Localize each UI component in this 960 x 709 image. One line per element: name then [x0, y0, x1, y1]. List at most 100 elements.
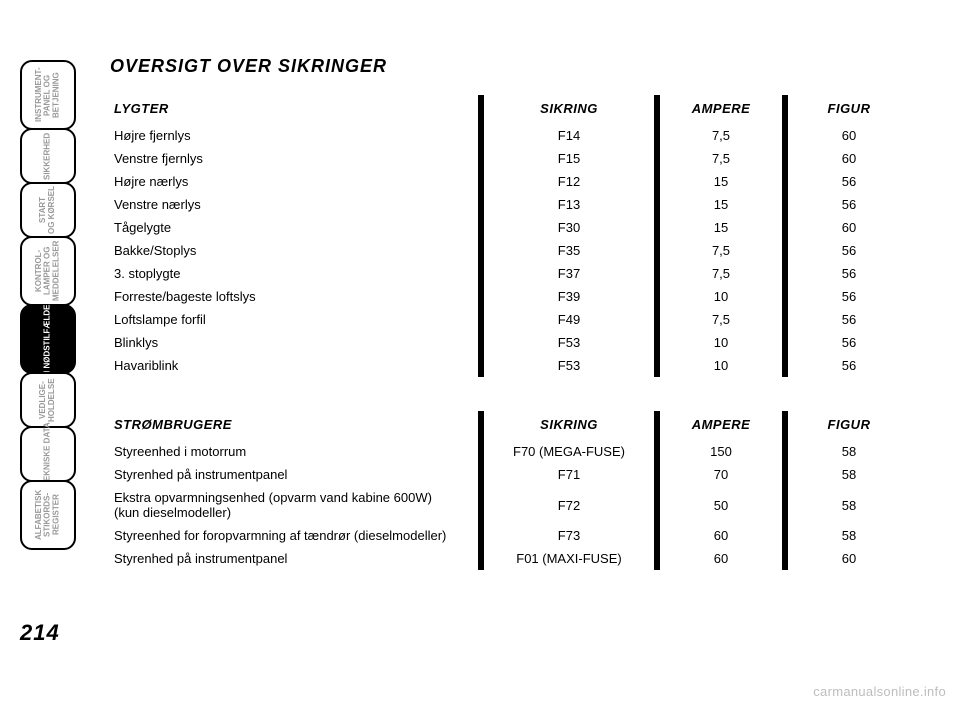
tab-label: SIKKERHED: [44, 132, 53, 179]
table-header-row: LYGTER SIKRING AMPERE FIGUR: [110, 95, 910, 124]
cell-label: Venstre fjernlys: [110, 147, 478, 170]
cell-label: Højre nærlys: [110, 170, 478, 193]
tab-instrumentpanel: INSTRUMENT- PANEL OG BETJENING: [20, 60, 76, 130]
cell-figure: 56: [782, 239, 910, 262]
table-row: Venstre nærlysF131556: [110, 193, 910, 216]
cell-label: Havariblink: [110, 354, 478, 377]
cell-label: Venstre nærlys: [110, 193, 478, 216]
tab-label: INSTRUMENT- PANEL OG BETJENING: [35, 68, 61, 123]
cell-ampere: 7,5: [654, 262, 782, 285]
cell-ampere: 10: [654, 285, 782, 308]
cell-ampere: 15: [654, 170, 782, 193]
fuse-table-consumers: STRØMBRUGERE SIKRING AMPERE FIGUR Styree…: [110, 411, 910, 570]
table-row: 3. stoplygteF377,556: [110, 262, 910, 285]
cell-label: Styrenhed på instrumentpanel: [110, 547, 478, 570]
table-row: Højre nærlysF121556: [110, 170, 910, 193]
cell-figure: 60: [782, 147, 910, 170]
cell-ampere: 7,5: [654, 124, 782, 147]
table-row: Ekstra opvarmningsenhed (opvarm vand kab…: [110, 486, 910, 524]
cell-fuse: F49: [478, 308, 654, 331]
cell-ampere: 10: [654, 354, 782, 377]
table-row: TågelygteF301560: [110, 216, 910, 239]
cell-label: Højre fjernlys: [110, 124, 478, 147]
cell-label: Bakke/Stoplys: [110, 239, 478, 262]
table-row: Styrenhed på instrumentpanelF01 (MAXI-FU…: [110, 547, 910, 570]
cell-label: Styreenhed i motorrum: [110, 440, 478, 463]
cell-fuse: F12: [478, 170, 654, 193]
cell-figure: 56: [782, 170, 910, 193]
cell-ampere: 7,5: [654, 308, 782, 331]
tab-label: ALFABETISK STIKORDS- REGISTER: [35, 490, 61, 540]
watermark-text: carmanualsonline.info: [813, 684, 946, 699]
col-header-fuse: SIKRING: [478, 411, 654, 440]
cell-fuse: F53: [478, 354, 654, 377]
cell-fuse: F30: [478, 216, 654, 239]
cell-ampere: 7,5: [654, 239, 782, 262]
fuse-table-lights: LYGTER SIKRING AMPERE FIGUR Højre fjernl…: [110, 95, 910, 377]
content-area: OVERSIGT OVER SIKRINGER LYGTER SIKRING A…: [110, 56, 910, 570]
cell-label: Loftslampe forfil: [110, 308, 478, 331]
cell-fuse: F01 (MAXI-FUSE): [478, 547, 654, 570]
cell-fuse: F53: [478, 331, 654, 354]
col-header-fuse: SIKRING: [478, 95, 654, 124]
col-header-figure: FIGUR: [782, 411, 910, 440]
section-gap: [110, 377, 910, 411]
cell-figure: 56: [782, 285, 910, 308]
table-row: Forreste/bageste loftslysF391056: [110, 285, 910, 308]
cell-label: Ekstra opvarmningsenhed (opvarm vand kab…: [110, 486, 478, 524]
cell-figure: 56: [782, 193, 910, 216]
tab-stikordsregister: ALFABETISK STIKORDS- REGISTER: [20, 480, 76, 550]
cell-ampere: 50: [654, 486, 782, 524]
cell-fuse: F71: [478, 463, 654, 486]
tab-label: VEDLIGE- HOLDELSE: [39, 378, 57, 422]
cell-fuse: F13: [478, 193, 654, 216]
page: INSTRUMENT- PANEL OG BETJENING SIKKERHED…: [0, 0, 960, 709]
tab-kontrollamper: KONTROL- LAMPER OG MEDDELELSER: [20, 236, 76, 306]
table-row: Venstre fjernlysF157,560: [110, 147, 910, 170]
cell-label: Tågelygte: [110, 216, 478, 239]
cell-label: 3. stoplygte: [110, 262, 478, 285]
cell-figure: 58: [782, 486, 910, 524]
table-row: Bakke/StoplysF357,556: [110, 239, 910, 262]
table-row: Styreenhed for foropvarmning af tændrør …: [110, 524, 910, 547]
cell-figure: 60: [782, 124, 910, 147]
cell-fuse: F39: [478, 285, 654, 308]
table-row: Styrenhed på instrumentpanelF717058: [110, 463, 910, 486]
tab-nodstilfaelde: I NØDSTILFÆLDE: [20, 304, 76, 374]
cell-figure: 58: [782, 524, 910, 547]
cell-ampere: 15: [654, 216, 782, 239]
cell-fuse: F73: [478, 524, 654, 547]
table-row: Højre fjernlysF147,560: [110, 124, 910, 147]
table-row: BlinklysF531056: [110, 331, 910, 354]
cell-ampere: 70: [654, 463, 782, 486]
cell-fuse: F37: [478, 262, 654, 285]
cell-fuse: F15: [478, 147, 654, 170]
table-header-row: STRØMBRUGERE SIKRING AMPERE FIGUR: [110, 411, 910, 440]
tab-sikkerhed: SIKKERHED: [20, 128, 76, 184]
cell-figure: 58: [782, 463, 910, 486]
tab-vedligeholdelse: VEDLIGE- HOLDELSE: [20, 372, 76, 428]
col-header-ampere: AMPERE: [654, 95, 782, 124]
table-row: HavariblinkF531056: [110, 354, 910, 377]
cell-fuse: F72: [478, 486, 654, 524]
cell-ampere: 7,5: [654, 147, 782, 170]
cell-label: Styreenhed for foropvarmning af tændrør …: [110, 524, 478, 547]
table-row: Styreenhed i motorrumF70 (MEGA-FUSE)1505…: [110, 440, 910, 463]
cell-figure: 56: [782, 331, 910, 354]
cell-figure: 60: [782, 547, 910, 570]
cell-label: Forreste/bageste loftslys: [110, 285, 478, 308]
cell-ampere: 15: [654, 193, 782, 216]
cell-fuse: F35: [478, 239, 654, 262]
cell-figure: 56: [782, 262, 910, 285]
col-header-ampere: AMPERE: [654, 411, 782, 440]
tab-label: START OG KØRSEL: [39, 186, 57, 234]
page-number: 214: [20, 620, 60, 646]
cell-fuse: F14: [478, 124, 654, 147]
cell-label: Styrenhed på instrumentpanel: [110, 463, 478, 486]
tab-label: KONTROL- LAMPER OG MEDDELELSER: [35, 241, 61, 301]
cell-ampere: 10: [654, 331, 782, 354]
cell-ampere: 150: [654, 440, 782, 463]
col-header-label: STRØMBRUGERE: [110, 411, 478, 440]
cell-ampere: 60: [654, 524, 782, 547]
cell-fuse: F70 (MEGA-FUSE): [478, 440, 654, 463]
